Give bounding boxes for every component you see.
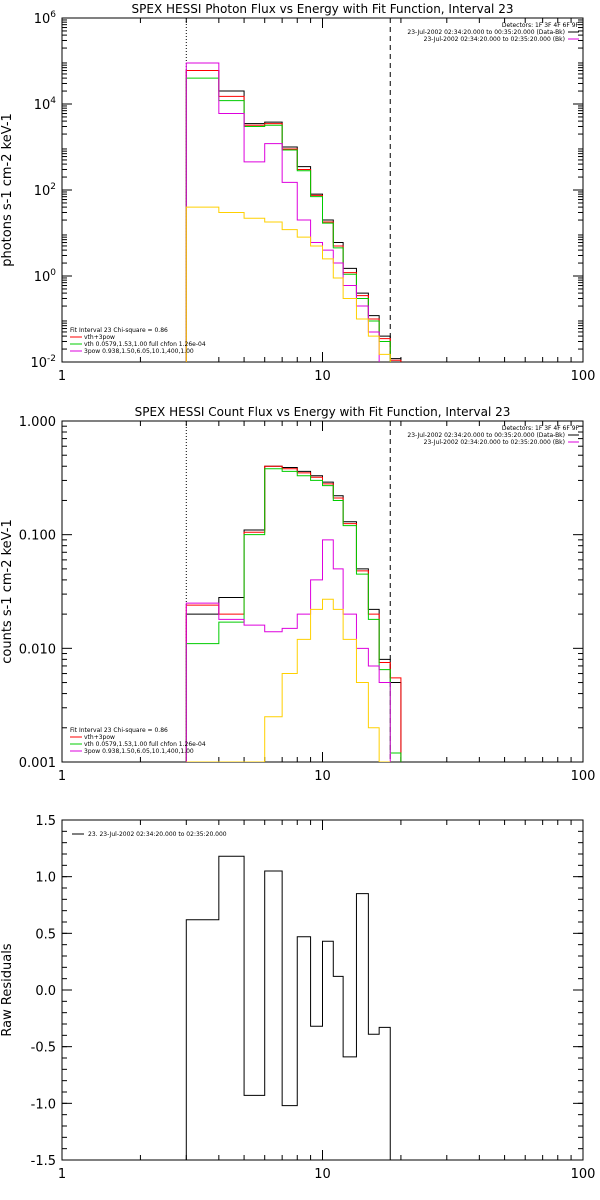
legend-header: Fit Interval 23 Chi-square = 0.86 xyxy=(70,327,168,334)
x-tick-label: 10 xyxy=(314,1167,331,1182)
plot-frame xyxy=(61,17,584,363)
series-line-3 xyxy=(185,468,402,762)
legend-label: vth+3pow xyxy=(84,734,115,741)
series-line-5 xyxy=(186,598,391,762)
x-tick-label: 100 xyxy=(571,769,596,784)
y-axis-label: Raw Residuals xyxy=(0,943,15,1036)
y-tick-label: 0.001 xyxy=(19,756,56,771)
y-axis-label: counts s-1 cm-2 keV-1 xyxy=(0,519,15,664)
data-layer xyxy=(185,465,402,762)
legend-label: vth+3pow xyxy=(84,334,115,341)
y-tick-label: 0.010 xyxy=(19,642,56,657)
y-tick-label: 1.0 xyxy=(35,871,56,886)
legend: 23. 23-Jul-2002 02:34:20.000 to 02:35:20… xyxy=(72,831,227,838)
legend: Fit Interval 23 Chi-square = 0.86vth+3po… xyxy=(70,327,206,355)
interval-label: 23-Jul-2002 02:34:20.000 to 00:35:20.000… xyxy=(407,29,565,36)
interval-label: 23-Jul-2002 02:34:20.000 to 00:35:20.000… xyxy=(407,432,565,439)
legend-label: vth 0.0579,1.53,1.00 full chfon 1.26e-04 xyxy=(84,741,206,748)
x-tick-label: 10 xyxy=(314,369,331,384)
y-tick-label: 100 xyxy=(34,268,57,285)
legend-header: Fit Interval 23 Chi-square = 0.86 xyxy=(70,727,168,734)
y-tick-label: 10-2 xyxy=(30,354,56,371)
data-layer xyxy=(185,855,391,1160)
y-tick-label: -1.5 xyxy=(31,1154,56,1169)
chart-panel-1: SPEX HESSI Photon Flux vs Energy with Fi… xyxy=(0,2,595,384)
interval-label: 23-Jul-2002 02:34:20.000 to 02:35:20.000… xyxy=(424,439,565,446)
x-tick-label: 1 xyxy=(58,1167,66,1182)
chart-title: SPEX HESSI Count Flux vs Energy with Fit… xyxy=(135,405,511,419)
x-tick-label: 1 xyxy=(58,769,66,784)
series-line-5 xyxy=(185,206,391,362)
data-layer xyxy=(185,62,402,362)
interval-label: 23-Jul-2002 02:34:20.000 to 02:35:20.000… xyxy=(424,36,565,43)
chart-panel-3: 1 10 100 -1.5 -1.0 -0.5 0.0 0.5 1.0 1.5 Raw Residu… xyxy=(0,814,595,1182)
y-tick-label: 0.5 xyxy=(35,927,56,942)
chart-title: SPEX HESSI Photon Flux vs Energy with Fi… xyxy=(132,2,514,16)
series-line-1 xyxy=(185,855,391,1160)
series-line-4 xyxy=(185,62,380,362)
chart-panel-2: SPEX HESSI Count Flux vs Energy with Fit… xyxy=(0,405,595,784)
x-tick-label: 100 xyxy=(571,369,596,384)
legend-label: 3pow 0.938,1.50,6.05,10.1,400,1.00 xyxy=(84,748,194,755)
legend-label: vth 0.0579,1.53,1.00 full chfon 1.26e-04 xyxy=(84,341,206,348)
y-tick-label: 106 xyxy=(34,10,57,27)
y-tick-label: 1.5 xyxy=(35,814,56,829)
y-tick-label: 0.100 xyxy=(19,529,56,544)
detectors-label: Detectors: 1F 3F 4F 6F 9F xyxy=(502,425,580,432)
x-tick-label: 100 xyxy=(571,1167,596,1182)
y-tick-label: 0.0 xyxy=(35,984,56,999)
y-tick-label: 1.000 xyxy=(19,415,56,430)
legend-label: 23. 23-Jul-2002 02:34:20.000 to 02:35:20… xyxy=(88,831,227,838)
y-tick-label: 104 xyxy=(34,96,57,113)
y-tick-label: 102 xyxy=(34,182,56,199)
y-tick-label: -0.5 xyxy=(31,1041,56,1056)
y-axis-label: photons s-1 cm-2 keV-1 xyxy=(0,113,15,267)
series-line-4 xyxy=(185,539,391,762)
detectors-label: Detectors: 1F 3F 4F 6F 9F xyxy=(502,22,580,29)
legend: Fit Interval 23 Chi-square = 0.86vth+3po… xyxy=(70,727,206,755)
legend-label: 3pow 0.938,1.50,6.05,10.1,400,1.00 xyxy=(84,348,194,355)
x-tick-label: 1 xyxy=(58,369,66,384)
y-tick-label: -1.0 xyxy=(31,1097,56,1112)
plot-frame xyxy=(61,420,584,763)
x-tick-label: 10 xyxy=(314,769,331,784)
